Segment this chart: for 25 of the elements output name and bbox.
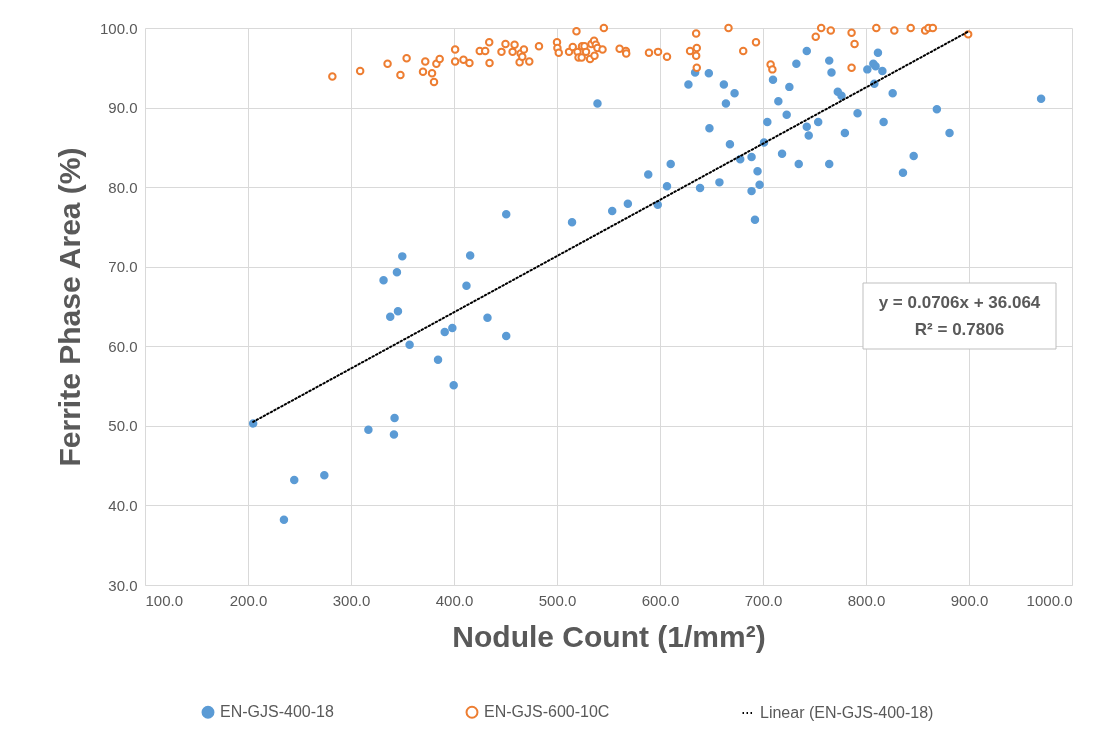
y-tick-label: 90.0 — [108, 99, 138, 117]
y-tick-label: 30.0 — [108, 576, 138, 594]
y-tick-label: 80.0 — [108, 178, 138, 196]
legend-label: Linear (EN-GJS-400-18) — [760, 704, 934, 721]
x-tick-label: 200.0 — [229, 591, 268, 609]
x-tick-label: 400.0 — [435, 591, 474, 609]
x-tick-label: 300.0 — [332, 591, 371, 609]
y-tick-label: 60.0 — [108, 337, 138, 355]
legend-label: EN-GJS-400-18 — [220, 703, 334, 721]
x-tick-label: 900.0 — [950, 591, 989, 609]
annotation: R² = 0.7806 — [914, 320, 1005, 339]
x-tick-label: 500.0 — [538, 591, 577, 609]
x-axis-title: Nodule Count (1/mm²) — [452, 619, 766, 653]
y-axis-title: Ferrite Phase Area (%) — [52, 147, 86, 467]
y-tick-label: 50.0 — [108, 417, 138, 435]
legend-label: EN-GJS-600-10C — [484, 703, 610, 721]
y-tick-label: 100.0 — [99, 19, 138, 37]
x-tick-label: 800.0 — [847, 591, 886, 609]
x-tick-label: 1000.0 — [1026, 591, 1073, 609]
annotation: y = 0.0706x + 36.064 — [878, 293, 1041, 312]
x-tick-label: 100.0 — [145, 591, 184, 609]
y-tick-label: 40.0 — [108, 496, 138, 514]
x-tick-label: 600.0 — [641, 591, 680, 609]
x-tick-label: 700.0 — [744, 591, 783, 609]
y-tick-label: 70.0 — [108, 258, 138, 276]
